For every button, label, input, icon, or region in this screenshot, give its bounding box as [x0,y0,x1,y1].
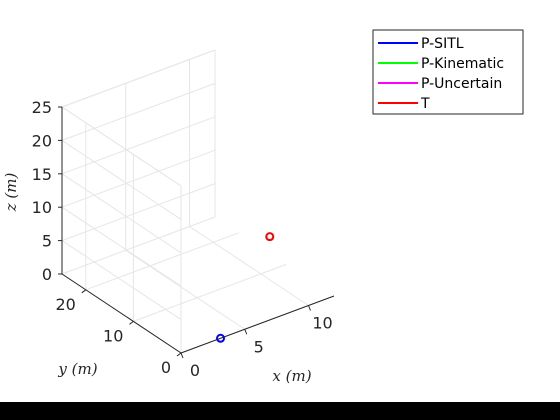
y-tick-label: 10 [103,326,123,345]
z-tick-label: 15 [32,165,52,184]
grid-line [61,240,182,321]
x-tick-label: 10 [312,314,332,333]
marker-t [265,232,275,242]
z-tick-label: 0 [42,265,52,284]
data-markers [216,232,275,343]
grid-line [61,82,216,141]
y-tick [81,289,87,294]
grid-line [125,249,246,330]
y-axis-label: y (m) [57,360,97,378]
z-tick-label: 25 [32,98,52,117]
y-tick-labels: 0 10 20 [55,289,182,377]
marker-p-sitl [216,333,226,343]
legend-label: P-Kinematic [421,56,504,72]
x-tick-label: 5 [254,337,264,356]
y-tick-label: 20 [55,295,75,314]
legend-label: P-Uncertain [421,76,502,92]
back-wall [61,49,216,275]
legend-label: P-SITL [421,36,464,52]
x-tick-label: 0 [190,361,200,380]
grid-line [61,216,216,275]
x-tick [180,352,184,359]
grid-line [61,149,216,208]
z-axis-label: z (m) [2,173,20,213]
bottom-bar [0,402,560,420]
z-tick-label: 20 [32,131,52,150]
z-tick-label: 10 [32,198,52,217]
grid-line [133,263,287,322]
legend-label: T [420,96,430,112]
y-tick [129,320,134,325]
box-edge [61,49,216,108]
grid-line [61,139,182,220]
grid-line [61,116,216,175]
z-tick-label: 5 [42,232,52,251]
grid-line [85,232,239,291]
legend: P-SITL P-Kinematic P-Uncertain T [372,29,524,115]
axis-lines [61,49,335,354]
x-tick [244,329,248,335]
grid-line [189,226,309,306]
grid-line [61,206,182,287]
grid-line [61,183,216,242]
z-tick-labels: 0 5 10 15 20 25 [32,98,62,284]
grid-line [61,173,182,254]
x-axis-label: x (m) [272,367,311,385]
box-edge [61,106,182,187]
y-axis-line [61,273,182,354]
y-tick-label: 0 [161,358,171,377]
y-tick [176,352,182,357]
left-wall [61,106,182,354]
x-tick-labels: 0 5 10 [180,305,333,380]
x-tick [308,305,311,311]
